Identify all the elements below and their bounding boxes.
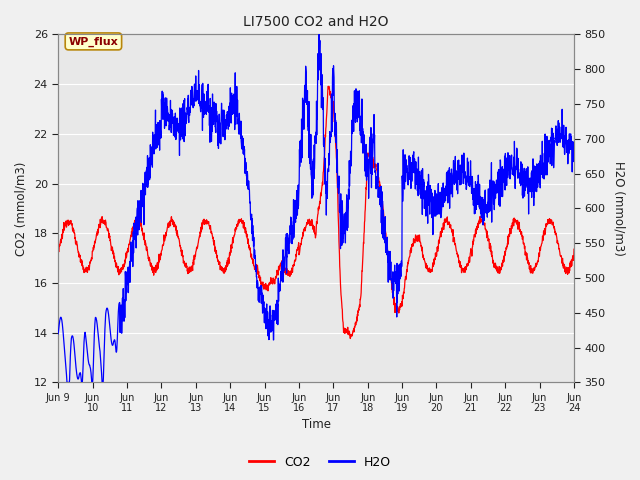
Legend: CO2, H2O: CO2, H2O [244,451,396,474]
Y-axis label: H2O (mmol/m3): H2O (mmol/m3) [612,161,625,256]
Y-axis label: CO2 (mmol/m3): CO2 (mmol/m3) [15,161,28,255]
Text: WP_flux: WP_flux [68,36,118,47]
X-axis label: Time: Time [301,419,331,432]
Title: LI7500 CO2 and H2O: LI7500 CO2 and H2O [243,15,389,29]
